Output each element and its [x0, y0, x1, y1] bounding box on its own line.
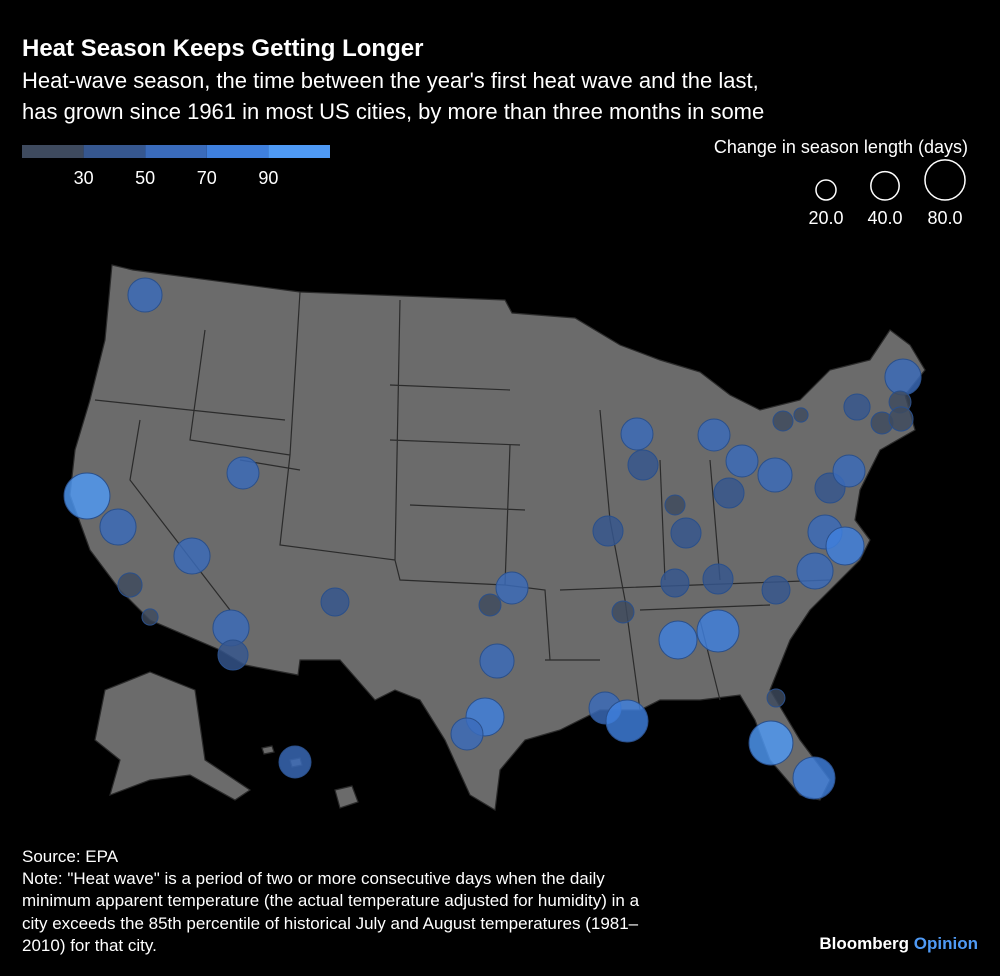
- alaska: [94, 671, 252, 801]
- color-legend-swatch: [268, 145, 330, 158]
- city-bubble: [766, 688, 786, 708]
- city-bubble: [713, 477, 745, 509]
- size-legend-label: 40.0: [867, 208, 902, 228]
- note-line: Note: "Heat wave" is a period of two or …: [22, 869, 605, 888]
- city-bubble: [772, 410, 794, 432]
- color-legend-swatch: [83, 145, 146, 158]
- note-line: minimum apparent temperature (the actual…: [22, 891, 640, 910]
- city-bubble: [664, 494, 686, 516]
- color-legend-swatch: [145, 145, 207, 158]
- city-bubble: [627, 449, 659, 481]
- city-bubble: [658, 620, 698, 660]
- city-bubble: [217, 639, 249, 671]
- brand-name: Bloomberg: [819, 934, 909, 953]
- city-bubble: [320, 587, 350, 617]
- city-bubble: [127, 277, 163, 313]
- city-bubble: [748, 720, 794, 766]
- city-bubble: [757, 457, 793, 493]
- city-bubble: [888, 406, 914, 432]
- city-bubble: [173, 537, 211, 575]
- size-legend-circle: [924, 159, 966, 201]
- city-bubble: [660, 568, 690, 598]
- city-bubble: [117, 572, 143, 598]
- brand-suffix: Opinion: [914, 934, 978, 953]
- city-bubble: [450, 717, 484, 751]
- note-line: city exceeds the 85th percentile of hist…: [22, 914, 639, 933]
- city-bubble: [793, 407, 809, 423]
- color-legend-swatch: [22, 145, 84, 158]
- title: Heat Season Keeps Getting Longer: [22, 35, 423, 62]
- city-bubble: [796, 552, 834, 590]
- note-line: 2010) for that city.: [22, 936, 157, 955]
- color-legend: 30 50 70 90: [22, 145, 330, 188]
- city-bubble: [611, 600, 635, 624]
- color-legend-tick-label: 70: [197, 168, 217, 188]
- city-bubble: [592, 515, 624, 547]
- size-legend: 20.0 40.0 80.0: [808, 159, 966, 228]
- city-bubble: [884, 358, 922, 396]
- color-legend-tick-label: 50: [135, 168, 155, 188]
- size-legend-circle: [815, 179, 837, 201]
- city-bubble: [278, 745, 312, 779]
- city-bubble: [605, 699, 649, 743]
- city-bubble: [99, 508, 137, 546]
- city-bubble: [479, 643, 515, 679]
- brand: Bloomberg Opinion: [819, 934, 978, 953]
- city-bubble: [478, 593, 502, 617]
- city-bubble: [670, 517, 702, 549]
- size-legend-label: 20.0: [808, 208, 843, 228]
- size-legend-title: Change in season length (days): [714, 137, 968, 157]
- source: Source: EPA: [22, 847, 119, 866]
- city-bubble: [832, 454, 866, 488]
- city-bubble: [495, 571, 529, 605]
- city-bubble: [696, 609, 740, 653]
- city-bubble: [226, 456, 260, 490]
- city-bubble: [725, 444, 759, 478]
- city-bubble: [761, 575, 791, 605]
- size-legend-circle: [870, 170, 900, 201]
- city-bubble: [792, 756, 836, 800]
- us-mainland: [69, 264, 926, 811]
- color-legend-swatch: [206, 145, 269, 158]
- bubbles: [63, 277, 922, 800]
- city-bubble: [843, 393, 871, 421]
- city-bubble: [825, 526, 865, 566]
- subtitle-line: has grown since 1961 in most US cities, …: [22, 99, 764, 124]
- map: [69, 264, 926, 811]
- size-legend-label: 80.0: [927, 208, 962, 228]
- color-legend-tick-label: 90: [258, 168, 278, 188]
- city-bubble: [63, 472, 111, 520]
- city-bubble: [141, 608, 159, 626]
- city-bubble: [620, 417, 654, 451]
- city-bubble: [702, 563, 734, 595]
- color-legend-tick-label: 30: [74, 168, 94, 188]
- city-bubble: [697, 418, 731, 452]
- subtitle-line: Heat-wave season, the time between the y…: [22, 68, 759, 93]
